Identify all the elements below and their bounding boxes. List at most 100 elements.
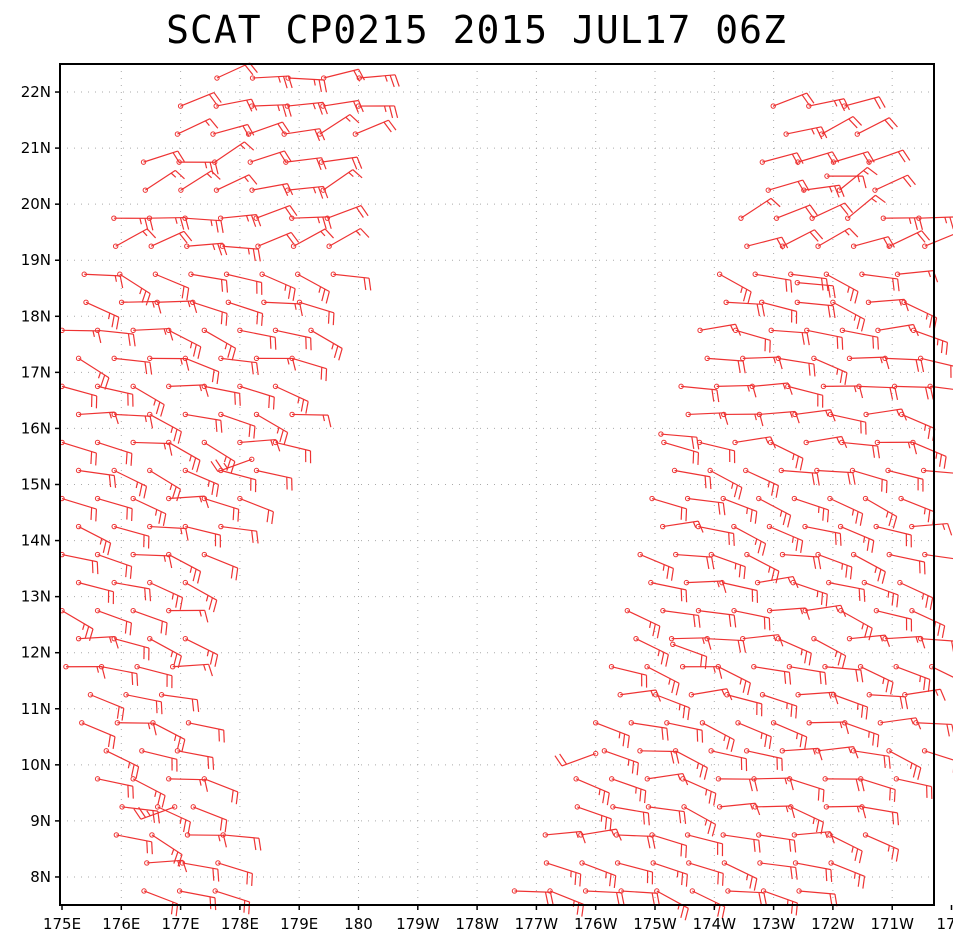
wind-barb	[352, 119, 397, 137]
wind-barb	[174, 118, 219, 137]
chart-title: SCAT CP0215 2015 JUL17 06Z	[166, 8, 787, 52]
wind-barb	[154, 804, 191, 835]
wind-barb	[759, 692, 798, 719]
wind-barb	[130, 551, 173, 569]
wind-barb	[223, 271, 263, 295]
wind-barb	[830, 151, 875, 165]
wind-barb	[111, 355, 153, 375]
wind-barb	[139, 748, 178, 772]
wind-barb	[75, 467, 117, 488]
wind-barb	[749, 382, 793, 395]
wind-barb	[877, 717, 922, 730]
wind-barb	[166, 776, 209, 792]
wind-barb	[723, 299, 766, 317]
wind-barb	[511, 888, 554, 905]
wind-barb	[130, 383, 165, 417]
wind-barb	[917, 355, 953, 378]
wind-barb	[253, 204, 298, 221]
wind-barb	[130, 776, 166, 808]
wind-barb	[752, 271, 793, 293]
wind-barb	[114, 720, 157, 736]
wind-barb	[721, 411, 764, 427]
wind-barb	[177, 92, 222, 109]
wind-barb	[920, 467, 953, 474]
wind-barb	[87, 692, 125, 721]
wind-barb	[237, 383, 275, 410]
wind-barb	[856, 383, 899, 400]
wind-barb	[922, 551, 953, 560]
wind-barb	[819, 115, 863, 137]
wind-barb	[94, 439, 133, 466]
wind-barb	[796, 888, 838, 907]
wind-barb	[94, 607, 133, 636]
wind-barb	[814, 467, 856, 485]
wind-barb	[849, 467, 888, 494]
wind-barb	[320, 169, 363, 193]
wind-barb	[859, 804, 900, 826]
x-tick-label: 176W	[574, 915, 618, 933]
wind-barb	[217, 213, 262, 227]
wind-barb	[81, 271, 124, 289]
wind-barb	[858, 776, 896, 802]
wind-barb	[317, 114, 360, 137]
wind-barb	[886, 551, 926, 575]
wind-barb	[740, 355, 783, 370]
wind-barb	[845, 194, 886, 221]
wind-barb	[147, 411, 182, 444]
wind-barb	[618, 888, 660, 906]
wind-barb	[218, 467, 257, 493]
wind-barb	[111, 215, 154, 231]
wind-barb	[715, 776, 758, 792]
wind-barb	[839, 327, 879, 350]
wind-barb	[185, 720, 225, 743]
wind-barb	[850, 551, 886, 584]
wind-barb	[249, 103, 292, 117]
x-tick-label: 172W	[811, 915, 855, 933]
wind-barb	[803, 435, 848, 449]
wind-barb	[670, 641, 708, 669]
wind-barb	[872, 174, 916, 193]
wind-barb	[578, 828, 622, 841]
wind-barb	[823, 804, 867, 819]
wind-barb	[111, 579, 152, 602]
wind-barb	[795, 691, 839, 705]
wind-barb	[154, 299, 198, 314]
wind-barb	[695, 523, 735, 546]
wind-barb	[582, 888, 625, 905]
wind-barb	[699, 720, 735, 752]
wind-barb	[237, 495, 274, 525]
wind-barb	[295, 271, 330, 304]
wind-barb	[210, 123, 255, 137]
wind-barb	[806, 98, 850, 112]
wind-barb	[861, 579, 899, 608]
wind-barb	[111, 411, 154, 429]
wind-barb	[147, 579, 184, 610]
wind-barb	[610, 804, 650, 826]
wind-barb	[133, 804, 178, 820]
x-tick-label: 175E	[43, 915, 81, 933]
wind-barb	[786, 664, 827, 685]
y-tick-label: 11N	[21, 700, 51, 718]
wind-barb	[891, 383, 934, 400]
wind-barb	[850, 748, 891, 769]
wind-barb	[910, 439, 947, 469]
y-tick-label: 15N	[21, 476, 51, 494]
wind-barb	[218, 411, 256, 439]
wind-barb	[219, 243, 261, 262]
wind-barb	[839, 439, 881, 459]
wind-barb	[873, 523, 912, 548]
wind-barb	[253, 355, 297, 371]
x-tick-label: 180	[344, 915, 373, 933]
wind-barb	[147, 467, 182, 502]
wind-barb	[752, 804, 796, 819]
wind-barb	[355, 103, 399, 119]
wind-barb	[608, 664, 648, 688]
wind-barb	[719, 579, 759, 603]
wind-barb	[150, 720, 186, 752]
wind-barb	[822, 776, 865, 792]
wind-barb	[324, 204, 369, 221]
wind-barb	[779, 747, 823, 761]
grid-lines	[60, 64, 934, 905]
wind-barb	[182, 355, 220, 385]
wind-barb	[863, 408, 908, 421]
